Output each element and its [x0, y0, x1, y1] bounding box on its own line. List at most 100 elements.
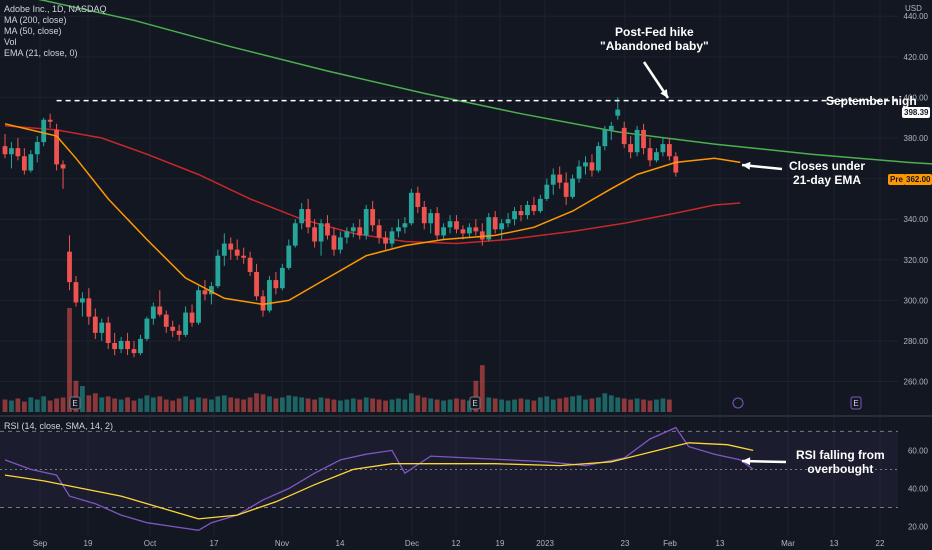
- candle-body: [99, 322, 105, 333]
- candle-body: [273, 280, 279, 289]
- volume-bar: [383, 400, 388, 412]
- volume-bar: [518, 398, 524, 412]
- volume-bar: [647, 400, 653, 412]
- dividend-marker: [732, 397, 744, 409]
- time-tick-label: 14: [336, 539, 345, 548]
- volume-bar: [41, 396, 47, 412]
- candle-body: [34, 142, 40, 155]
- legend-volume[interactable]: Vol: [4, 37, 17, 47]
- candle-body: [473, 227, 479, 232]
- volume-bar: [325, 398, 330, 412]
- volume-bar: [99, 397, 105, 412]
- volume-bar: [570, 396, 575, 412]
- candle-body: [54, 129, 59, 165]
- candle-body: [144, 318, 150, 339]
- volume-bar: [408, 393, 414, 412]
- legend-ema21[interactable]: EMA (21, close, 0): [4, 48, 78, 58]
- volume-bar: [86, 395, 92, 412]
- volume-bar: [209, 399, 214, 412]
- volume-bar: [350, 398, 356, 412]
- volume-bar: [260, 394, 266, 412]
- volume-bar: [415, 395, 421, 412]
- candle-body: [292, 223, 298, 246]
- candle-body: [312, 227, 317, 242]
- candle-body: [279, 267, 285, 289]
- time-tick-label: Sep: [33, 539, 48, 548]
- volume-bar: [247, 397, 253, 412]
- candle-body: [486, 217, 492, 240]
- candle-body: [338, 237, 343, 250]
- volume-bar: [234, 398, 240, 412]
- candle-body: [189, 312, 195, 323]
- volume-bar: [447, 399, 453, 412]
- volume-bar: [9, 400, 14, 412]
- candle-body: [196, 290, 201, 323]
- candle-body: [73, 282, 79, 303]
- earnings-marker: [850, 396, 862, 410]
- closes-under-ema-annotation: Closes under 21-day EMA: [789, 159, 866, 187]
- volume-bar: [73, 380, 79, 412]
- earnings-marker: [469, 396, 481, 410]
- volume-bar: [454, 398, 459, 412]
- volume-bar: [467, 400, 472, 412]
- legend-ma200[interactable]: MA (200, close): [4, 15, 67, 25]
- candle-body: [157, 306, 163, 315]
- volume-bar: [557, 398, 563, 412]
- candle-body: [47, 119, 53, 122]
- candle-body: [305, 209, 311, 228]
- closes-under-arrow-head: [742, 161, 751, 170]
- volume-bar: [150, 397, 156, 412]
- price-tick-label: 420.00: [904, 53, 929, 62]
- volume-bar: [370, 398, 376, 412]
- time-tick-label: 13: [716, 539, 725, 548]
- volume-bar: [67, 308, 72, 412]
- volume-bar: [363, 397, 369, 412]
- annotation-arrows: [642, 61, 787, 466]
- earnings-marker-label: E: [472, 399, 477, 408]
- candle-body: [389, 231, 395, 244]
- candle-body: [454, 221, 459, 230]
- candle-body: [138, 338, 143, 354]
- pre-market-label: Pre: [888, 174, 905, 185]
- volume-bar: [131, 400, 137, 412]
- symbol-title: Adobe Inc., 1D, NASDAQ: [4, 4, 107, 14]
- volume-bar: [105, 396, 111, 412]
- candle-body: [318, 223, 324, 242]
- volume-bar: [47, 400, 53, 412]
- candle-body: [215, 255, 221, 287]
- volume-bar: [428, 398, 434, 412]
- candle-body: [499, 223, 505, 230]
- volume-bar: [512, 399, 517, 412]
- price-tick-label: 280.00: [904, 337, 929, 346]
- candle-body: [60, 164, 66, 169]
- candle-body: [80, 298, 85, 303]
- volume-bar: [421, 397, 427, 412]
- current-price-tag: 362.00: [904, 174, 932, 185]
- volume-bar: [318, 397, 324, 412]
- volume-bar: [215, 396, 221, 412]
- price-tick-label: 300.00: [904, 296, 929, 305]
- candle-body: [460, 229, 466, 234]
- candle-body: [92, 316, 98, 333]
- ma200-line: [38, 0, 932, 165]
- candle-body: [125, 340, 130, 350]
- candle-body: [441, 227, 446, 236]
- rsi-legend[interactable]: RSI (14, close, SMA, 14, 2): [4, 421, 114, 431]
- volume-bar: [608, 395, 614, 412]
- candle-body: [602, 129, 608, 147]
- candle-body: [621, 127, 627, 145]
- volume-bar: [21, 401, 27, 412]
- volume-bar: [2, 399, 8, 412]
- candle-body: [512, 211, 517, 220]
- price-tick-label: 440.00: [904, 12, 929, 21]
- volume-bar: [157, 396, 163, 412]
- legend-ma50[interactable]: MA (50, close): [4, 26, 62, 36]
- volume-bar: [402, 399, 408, 412]
- september-high-annotation: September high: [826, 94, 917, 108]
- candle-body: [641, 129, 646, 149]
- candle-body: [415, 192, 421, 208]
- candle-body: [576, 166, 582, 179]
- volume-bar: [331, 399, 337, 412]
- volume-bar: [479, 365, 485, 412]
